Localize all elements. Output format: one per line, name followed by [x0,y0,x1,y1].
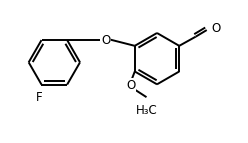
Text: O: O [211,22,220,35]
Text: F: F [36,91,43,104]
Text: O: O [126,79,136,92]
Text: O: O [101,34,110,47]
Text: H₃C: H₃C [136,105,158,118]
